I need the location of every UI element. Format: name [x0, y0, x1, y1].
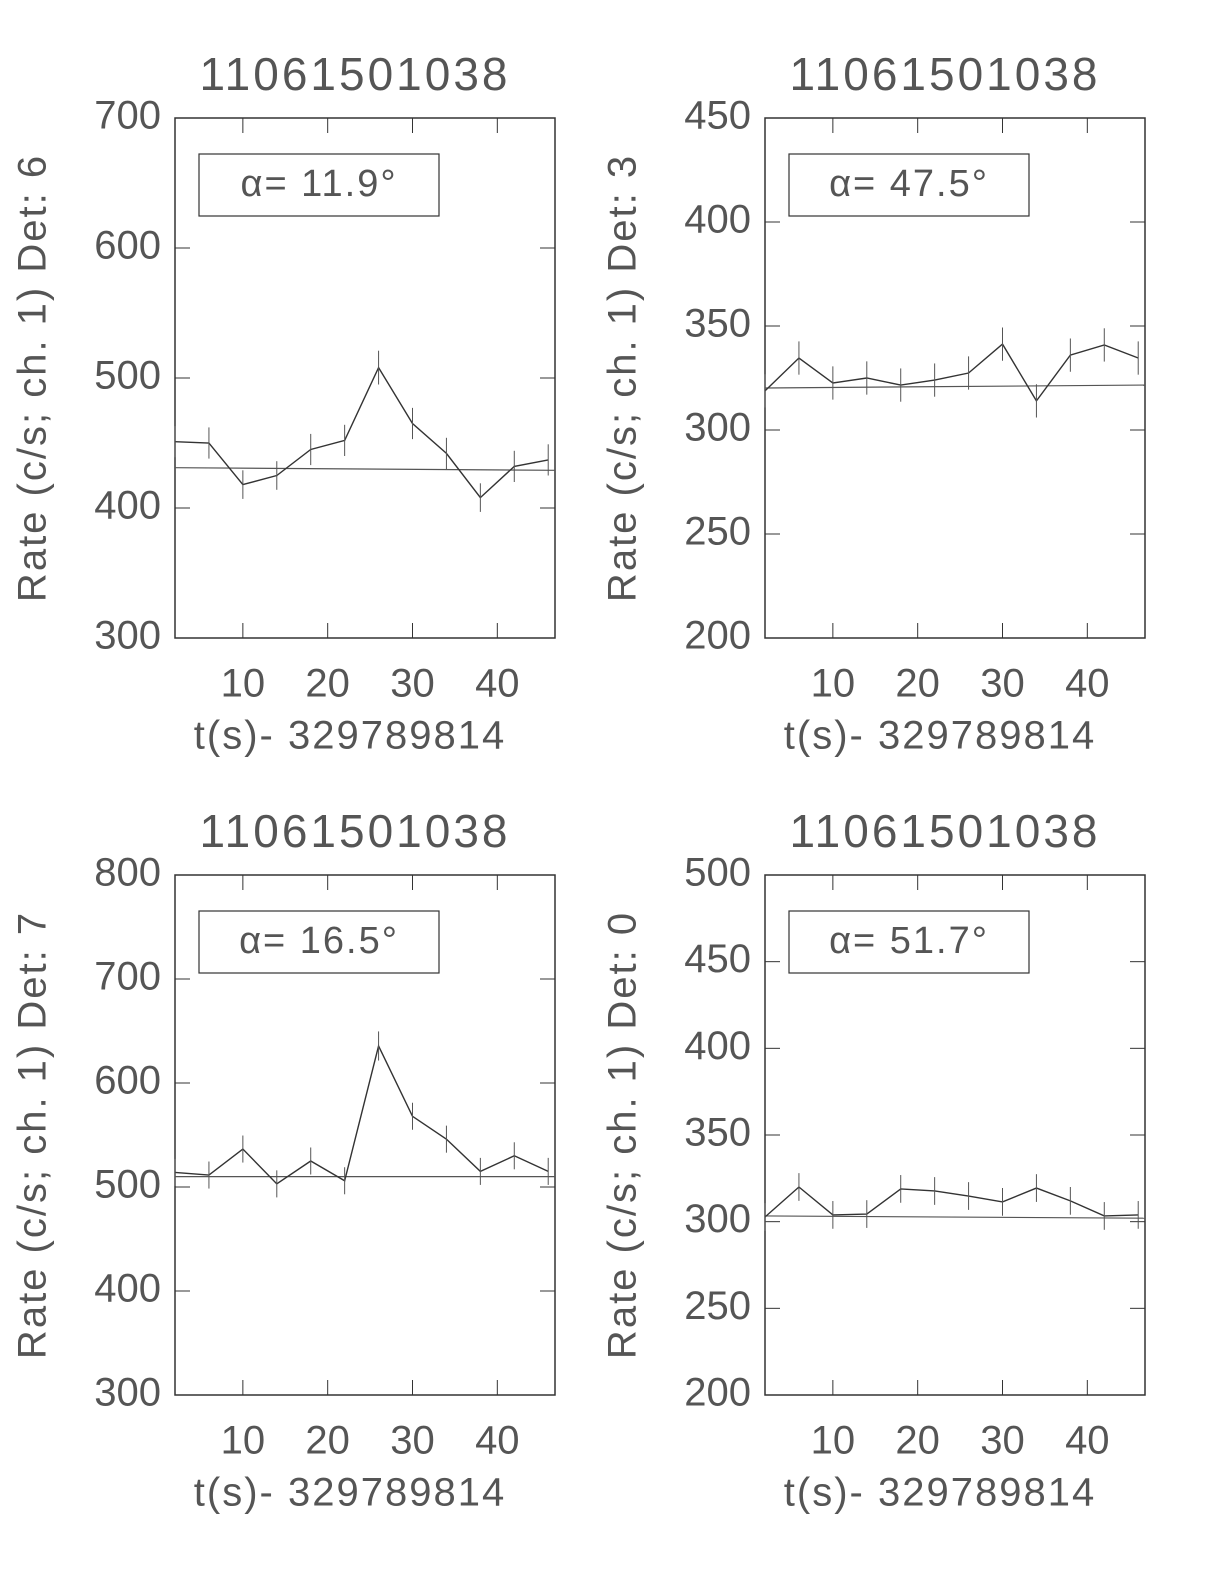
x-axis-label: t(s)- 329789814 — [194, 714, 506, 758]
x-tick-label: 40 — [1065, 662, 1110, 706]
y-tick-label: 300 — [684, 406, 751, 450]
annotation-box — [788, 910, 1030, 974]
y-tick-label: 400 — [94, 1267, 161, 1311]
annotation-box — [198, 910, 440, 974]
annotation-box — [788, 153, 1030, 217]
y-tick-label: 300 — [684, 1197, 751, 1241]
fit-line — [764, 384, 1146, 389]
y-tick-label: 700 — [94, 955, 161, 999]
x-tick-label: 20 — [895, 662, 940, 706]
panel: 11061501038 Rate (c/s; ch. 1) Det: 3 t(s)-… — [601, 48, 1146, 758]
y-tick-label: 500 — [94, 1163, 161, 1207]
x-tick-label: 20 — [305, 662, 350, 706]
y-axis-label: Rate (c/s; ch. 1) Det: 6 — [11, 154, 55, 602]
x-axis-label: t(s)- 329789814 — [784, 714, 1096, 758]
y-tick-label: 700 — [94, 94, 161, 138]
plot-frame — [174, 874, 556, 1396]
y-tick-label: 200 — [684, 1371, 751, 1415]
y-tick-label: 450 — [684, 937, 751, 981]
y-axis-label: Rate (c/s; ch. 1) Det: 0 — [601, 911, 645, 1359]
x-tick-label: 10 — [811, 1419, 856, 1463]
x-tick-label: 40 — [1065, 1419, 1110, 1463]
panel-title: 11061501038 — [200, 48, 511, 100]
y-axis-label: Rate (c/s; ch. 1) Det: 3 — [601, 154, 645, 602]
x-axis-label: t(s)- 329789814 — [194, 1471, 506, 1515]
panel-title: 11061501038 — [200, 805, 511, 857]
y-tick-label: 250 — [684, 510, 751, 554]
y-tick-label: 500 — [684, 851, 751, 895]
annotation-box — [198, 153, 440, 217]
rate-line — [174, 366, 549, 499]
annotation: α= 47.5° — [829, 163, 989, 205]
panel: 11061501038 Rate (c/s; ch. 1) Det: 0 t(s)-… — [601, 805, 1146, 1515]
y-tick-label: 200 — [684, 614, 751, 658]
annotation: α= 16.5° — [239, 920, 399, 962]
x-tick-label: 20 — [305, 1419, 350, 1463]
x-tick-label: 30 — [390, 662, 435, 706]
y-tick-label: 600 — [94, 1059, 161, 1103]
annotation: α= 11.9° — [240, 163, 397, 205]
x-tick-label: 30 — [390, 1419, 435, 1463]
x-tick-label: 40 — [475, 662, 520, 706]
panel-title: 11061501038 — [790, 805, 1101, 857]
x-tick-label: 30 — [980, 662, 1025, 706]
y-tick-label: 600 — [94, 224, 161, 268]
annotation: α= 51.7° — [829, 920, 989, 962]
panel: 11061501038 Rate (c/s; ch. 1) Det: 7 t(s)-… — [11, 805, 556, 1515]
y-tick-label: 400 — [684, 1024, 751, 1068]
y-tick-label: 300 — [94, 1371, 161, 1415]
y-tick-label: 250 — [684, 1284, 751, 1328]
x-axis-label: t(s)- 329789814 — [784, 1471, 1096, 1515]
y-tick-label: 400 — [94, 484, 161, 528]
y-tick-label: 350 — [684, 302, 751, 346]
fit-line — [174, 467, 556, 471]
rate-line — [764, 1186, 1139, 1218]
y-tick-label: 800 — [94, 851, 161, 895]
panel: 11061501038 Rate (c/s; ch. 1) Det: 6 t(s)-… — [11, 48, 556, 758]
x-tick-label: 30 — [980, 1419, 1025, 1463]
fit-line — [764, 1215, 1146, 1219]
y-tick-label: 450 — [684, 94, 751, 138]
y-tick-label: 400 — [684, 198, 751, 242]
x-tick-label: 20 — [895, 1419, 940, 1463]
x-tick-label: 10 — [221, 1419, 266, 1463]
x-tick-label: 10 — [811, 662, 856, 706]
x-tick-label: 10 — [221, 662, 266, 706]
y-tick-label: 350 — [684, 1111, 751, 1155]
panel-title: 11061501038 — [790, 48, 1101, 100]
y-tick-label: 500 — [94, 354, 161, 398]
y-axis-label: Rate (c/s; ch. 1) Det: 7 — [11, 911, 55, 1359]
rate-line — [764, 343, 1139, 403]
x-tick-label: 40 — [475, 1419, 520, 1463]
y-tick-label: 300 — [94, 614, 161, 658]
rate-line — [174, 1043, 549, 1185]
